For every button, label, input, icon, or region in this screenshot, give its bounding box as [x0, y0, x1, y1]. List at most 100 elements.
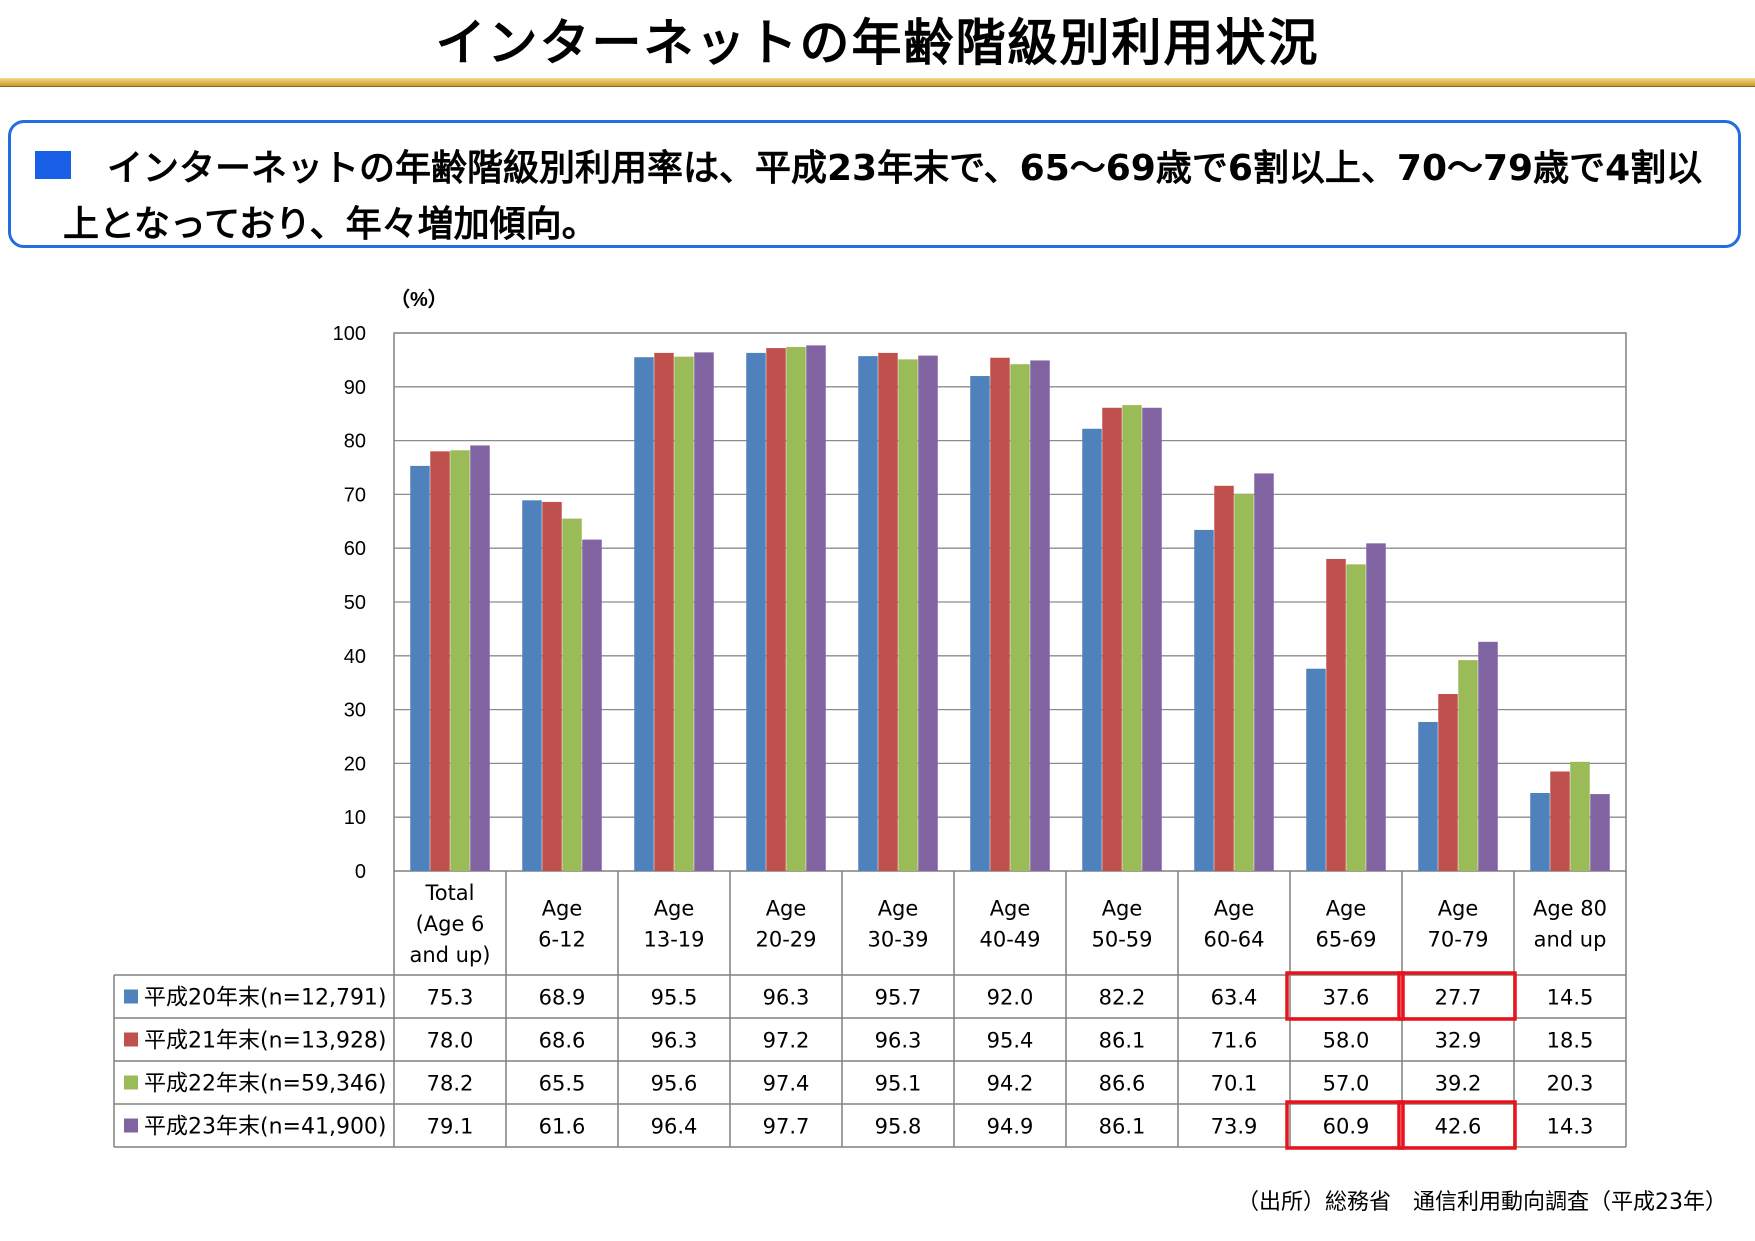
data-label: 97.4: [763, 1072, 810, 1096]
legend-swatch: [124, 1075, 138, 1090]
category-label: 60-64: [1203, 928, 1264, 952]
data-label: 96.3: [875, 1029, 922, 1053]
bar: [1122, 405, 1142, 871]
data-label: 86.1: [1099, 1115, 1146, 1139]
category-label: 30-39: [867, 928, 928, 952]
category-label: 50-59: [1091, 928, 1152, 952]
highlight-box: [1285, 971, 1405, 1021]
data-label: 95.8: [875, 1115, 922, 1139]
bar: [1326, 558, 1346, 871]
bar: [898, 359, 918, 871]
category-label: 20-29: [755, 928, 816, 952]
bar: [878, 352, 898, 871]
category-label: 40-49: [979, 928, 1040, 952]
bar: [522, 500, 542, 871]
legend-label: 平成20年末(n=12,791): [144, 986, 387, 1011]
data-label: 71.6: [1211, 1029, 1258, 1053]
bar: [1346, 564, 1366, 871]
bar: [1550, 771, 1570, 871]
category-label: Total: [424, 881, 474, 905]
data-label: 86.6: [1099, 1072, 1146, 1096]
bar: [1234, 493, 1254, 871]
category-label: Age: [542, 897, 583, 921]
y-tick-label: 40: [344, 646, 366, 668]
data-label: 60.9: [1323, 1115, 1370, 1139]
data-label: 82.2: [1099, 986, 1146, 1010]
data-label: 97.2: [763, 1029, 810, 1053]
bar: [1306, 668, 1326, 871]
bar: [582, 539, 602, 871]
legend-label: 平成21年末(n=13,928): [144, 1029, 387, 1054]
bar: [1254, 473, 1274, 871]
data-label: 73.9: [1211, 1115, 1258, 1139]
data-label: 65.5: [539, 1072, 586, 1096]
y-unit-label: （%）: [390, 288, 448, 311]
bar: [766, 348, 786, 872]
data-label: 95.6: [651, 1072, 698, 1096]
data-label: 94.2: [987, 1072, 1034, 1096]
data-label: 86.1: [1099, 1029, 1146, 1053]
title-divider: [0, 78, 1755, 87]
data-label: 94.9: [987, 1115, 1034, 1139]
bar: [1082, 428, 1102, 871]
bar: [654, 352, 674, 871]
data-label: 20.3: [1547, 1072, 1594, 1096]
data-label: 42.6: [1435, 1115, 1482, 1139]
y-tick-label: 0: [355, 861, 366, 883]
y-tick-label: 80: [344, 431, 366, 453]
category-label: Age 80: [1533, 897, 1607, 921]
bar: [1102, 407, 1122, 871]
data-label: 78.0: [427, 1029, 474, 1053]
data-label: 70.1: [1211, 1072, 1258, 1096]
bar: [674, 356, 694, 871]
bar: [1590, 794, 1610, 871]
legend-swatch: [124, 1032, 138, 1047]
bar: [1570, 761, 1590, 871]
category-label: and up: [1534, 928, 1607, 952]
bar: [1418, 721, 1438, 871]
bar: [858, 356, 878, 871]
bar: [806, 345, 826, 871]
bar: [1010, 364, 1030, 871]
y-tick-label: 60: [344, 538, 366, 560]
bar: [410, 465, 430, 871]
data-label: 18.5: [1547, 1029, 1594, 1053]
data-label: 57.0: [1323, 1072, 1370, 1096]
bar: [450, 450, 470, 871]
bar: [1214, 485, 1234, 871]
data-label: 92.0: [987, 986, 1034, 1010]
source-note: （出所）総務省 通信利用動向調査（平成23年）: [1237, 1190, 1727, 1215]
highlight-box: [1397, 1100, 1517, 1150]
category-label: 70-79: [1427, 928, 1488, 952]
page-title: インターネットの年齢階級別利用状況: [435, 14, 1320, 72]
category-label: Age: [1214, 897, 1255, 921]
category-label: and up): [409, 943, 490, 967]
legend-label: 平成23年末(n=41,900): [144, 1115, 387, 1140]
category-label: (Age 6: [416, 912, 485, 936]
summary-text: インターネットの年齢階級別利用率は、平成23年末で、65〜69歳で6割以上、70…: [63, 148, 1703, 245]
category-label: 65-69: [1315, 928, 1376, 952]
data-label: 27.7: [1435, 986, 1482, 1010]
bar: [1478, 641, 1498, 871]
bar: [990, 357, 1010, 871]
bar: [786, 346, 806, 871]
summary-box: インターネットの年齢階級別利用率は、平成23年末で、65〜69歳で6割以上、70…: [8, 120, 1741, 248]
category-label: Age: [654, 897, 695, 921]
bar: [1438, 693, 1458, 871]
data-label: 68.9: [539, 986, 586, 1010]
data-label: 96.3: [651, 1029, 698, 1053]
square-bullet-icon: [35, 151, 71, 179]
data-label: 58.0: [1323, 1029, 1370, 1053]
bar: [1458, 660, 1478, 871]
data-label: 97.7: [763, 1115, 810, 1139]
category-label: 13-19: [643, 928, 704, 952]
highlight-box: [1285, 1100, 1405, 1150]
bar: [1030, 360, 1050, 871]
bar: [1530, 792, 1550, 871]
highlight-box: [1397, 971, 1517, 1021]
category-label: Age: [1102, 897, 1143, 921]
category-label: Age: [990, 897, 1031, 921]
data-label: 96.3: [763, 986, 810, 1010]
category-label: Age: [766, 897, 807, 921]
y-tick-label: 30: [344, 700, 366, 722]
